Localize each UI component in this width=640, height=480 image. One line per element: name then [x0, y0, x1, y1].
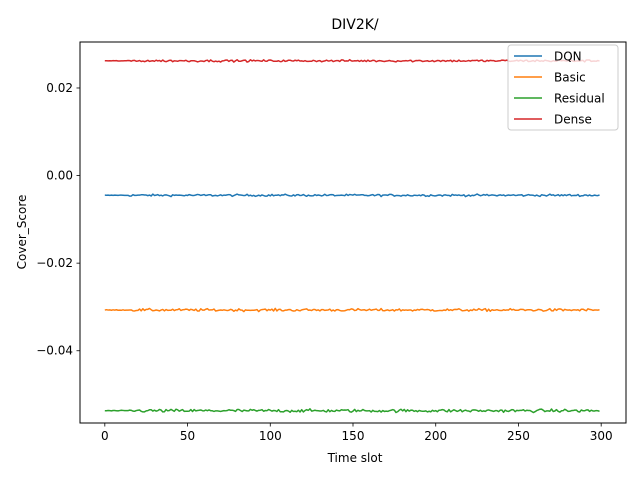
x-tick-label: 150 [342, 429, 365, 443]
chart-title: DIV2K/ [331, 17, 379, 33]
x-tick-label: 0 [101, 429, 109, 443]
legend-label-basic: Basic [554, 71, 586, 85]
series-line-residual [104, 408, 600, 414]
x-tick-label: 200 [424, 429, 447, 443]
y-tick-label: 0.02 [46, 81, 73, 95]
series-line-basic [104, 307, 600, 313]
x-tick-label: 50 [180, 429, 195, 443]
y-axis: −0.04 −0.02 0.00 0.02 [36, 81, 80, 358]
x-axis: 0 50 100 150 200 250 300 [101, 423, 613, 443]
legend-label-dense: Dense [554, 113, 592, 127]
x-axis-label: Time slot [327, 451, 383, 465]
x-tick-label: 100 [259, 429, 282, 443]
y-tick-label: −0.02 [36, 256, 73, 270]
legend: DQN Basic Residual Dense [507, 44, 619, 131]
series-line-dqn [104, 193, 600, 198]
x-tick-label: 300 [590, 429, 613, 443]
y-axis-label: Cover_Score [15, 195, 29, 270]
legend-label-dqn: DQN [554, 50, 582, 64]
legend-label-residual: Residual [554, 92, 605, 106]
y-tick-label: −0.04 [36, 344, 73, 358]
legend-box [507, 44, 619, 131]
x-tick-label: 250 [507, 429, 530, 443]
y-tick-label: 0.00 [46, 169, 73, 183]
